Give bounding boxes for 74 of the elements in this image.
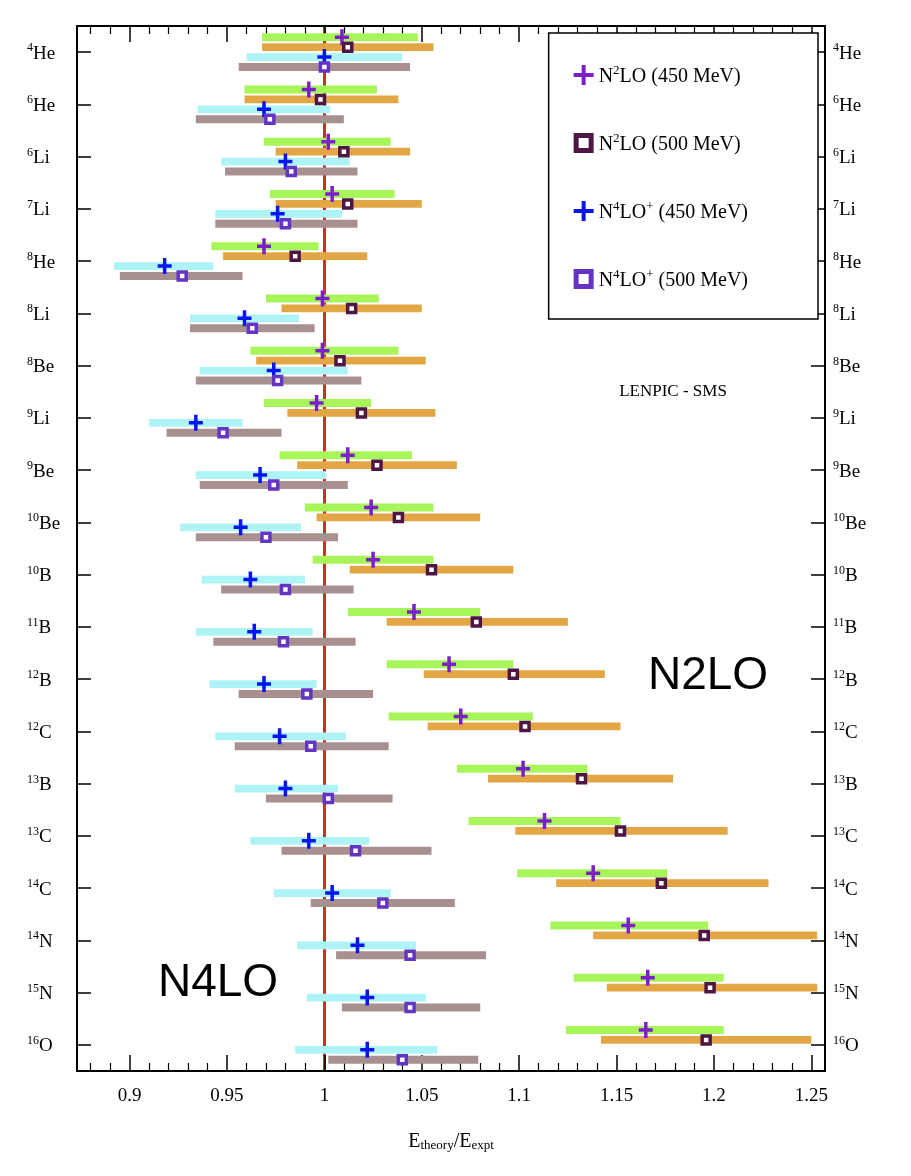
bar — [427, 722, 621, 731]
bar — [264, 137, 391, 146]
bar — [213, 637, 356, 646]
bar — [287, 408, 436, 417]
bar — [221, 157, 350, 166]
bar — [295, 1045, 438, 1054]
bar — [349, 565, 514, 574]
bar — [306, 993, 426, 1002]
bar — [195, 471, 327, 480]
x-tick-label: 0.95 — [210, 1084, 244, 1105]
bar — [211, 242, 319, 251]
x-tick-label: 1.15 — [599, 1084, 634, 1105]
bar — [149, 418, 243, 427]
bar — [197, 105, 331, 114]
bar — [600, 1035, 812, 1044]
bar — [244, 95, 399, 104]
bar — [238, 63, 411, 71]
bar — [593, 931, 818, 940]
bar — [250, 346, 399, 355]
bar — [279, 451, 413, 460]
bar — [262, 43, 434, 52]
bar — [215, 209, 342, 218]
bar — [456, 764, 588, 773]
bar — [199, 481, 348, 489]
bar — [386, 617, 568, 626]
bar — [297, 461, 457, 470]
bar — [234, 784, 339, 793]
bar — [573, 973, 724, 982]
bar — [312, 555, 434, 564]
bar — [199, 366, 348, 375]
bar — [515, 826, 728, 835]
bar — [468, 817, 621, 825]
bar — [606, 983, 818, 992]
bar — [234, 742, 389, 751]
x-tick-label: 1.2 — [702, 1084, 726, 1105]
bar — [328, 1055, 479, 1064]
bar — [201, 575, 305, 584]
annotation: LENPIC - SMS — [619, 380, 727, 400]
bar — [256, 356, 426, 365]
bar — [195, 533, 339, 542]
bar — [269, 190, 395, 198]
x-tick-label: 1 — [319, 1084, 330, 1105]
annotation: N4LO — [157, 954, 279, 1006]
bar — [189, 314, 300, 323]
bar — [386, 660, 514, 669]
bar — [517, 869, 668, 878]
x-tick-label: 1.25 — [794, 1084, 828, 1105]
bar — [556, 879, 769, 888]
bar — [195, 627, 313, 636]
bar — [264, 399, 372, 407]
bar — [262, 33, 418, 42]
bar — [488, 774, 674, 783]
bar — [215, 219, 358, 228]
bar — [275, 147, 411, 156]
bar — [209, 680, 317, 689]
bar — [275, 199, 422, 208]
annotation: N2LO — [647, 647, 769, 699]
bar — [114, 262, 214, 271]
bar — [180, 523, 302, 532]
x-tick-label: 1.05 — [405, 1084, 439, 1105]
bar — [297, 941, 416, 950]
bar — [250, 836, 370, 845]
bar — [423, 670, 605, 679]
x-tick-label: 0.9 — [117, 1084, 142, 1105]
bar — [281, 846, 432, 855]
bar — [238, 690, 374, 698]
bar — [316, 513, 481, 522]
bar — [565, 1026, 724, 1034]
x-tick-label: 1.1 — [507, 1084, 532, 1105]
bar — [336, 951, 487, 960]
bar — [347, 608, 481, 616]
bar — [215, 732, 346, 741]
bar — [273, 889, 391, 898]
bar — [246, 53, 403, 62]
